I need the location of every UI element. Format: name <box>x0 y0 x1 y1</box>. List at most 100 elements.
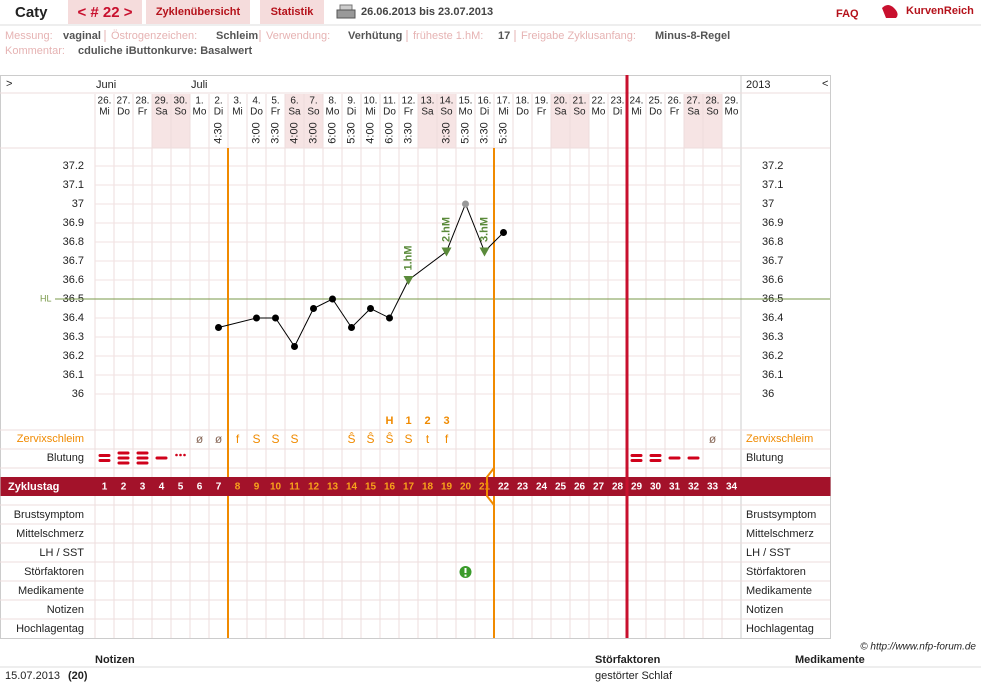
y2-tick-label: 36.4 <box>762 312 783 324</box>
bleeding-dash <box>117 456 130 460</box>
cycle-day: 24 <box>536 482 548 493</box>
notes-header: Notizen <box>95 654 135 666</box>
bleeding-dash <box>98 454 111 457</box>
cycle-day: 21 <box>479 482 491 493</box>
day-label: 17. <box>497 96 511 107</box>
bleeding-dash <box>136 451 149 455</box>
time-label: 3:30 <box>402 122 414 143</box>
y2-tick-label: 36.2 <box>762 350 783 362</box>
info-value: Schleim <box>216 30 258 42</box>
y-tick-label: 36.8 <box>63 236 84 248</box>
bleeding-dash <box>136 461 149 465</box>
cycle-day: 20 <box>460 482 472 493</box>
tab[interactable]: Statistik <box>271 6 315 18</box>
bleeding-mark <box>98 454 111 462</box>
bleeding-mark <box>687 456 700 460</box>
tab[interactable]: Zyklenübersicht <box>156 6 241 18</box>
cycle-day: 8 <box>235 482 241 493</box>
info-label: Messung: <box>5 30 53 42</box>
info-label: früheste 1.hM: <box>413 30 483 42</box>
info-label: Freigabe Zyklusanfang: <box>521 30 636 42</box>
bleeding-dot <box>179 453 182 457</box>
bleeding-mark <box>630 454 643 462</box>
y-tick-label: 37.1 <box>63 179 84 191</box>
info-label: Östrogenzeichen: <box>111 30 197 42</box>
cycle-label: Zyklustag <box>8 481 59 493</box>
cycle-day: 17 <box>403 482 415 493</box>
cycle-day: 19 <box>441 482 453 493</box>
day-label: 1. <box>195 96 203 107</box>
cycle-day: 29 <box>631 482 643 493</box>
tab-bg <box>260 0 324 24</box>
cycle-day: 10 <box>270 482 282 493</box>
temperature-point <box>215 324 222 331</box>
logo-icon <box>882 5 898 18</box>
weekend-shade <box>551 94 570 148</box>
weekday-label: Mi <box>498 107 509 118</box>
weekday-label: Mi <box>365 107 376 118</box>
day-label: 14. <box>440 96 454 107</box>
weekend-shade <box>684 94 703 148</box>
icon-bang <box>464 568 467 573</box>
day-label: 5. <box>271 96 279 107</box>
cycle-day: 23 <box>517 482 529 493</box>
notes-cell: gestörter Schlaf <box>595 670 673 682</box>
row-label: Notizen <box>746 604 783 616</box>
row-label: Mittelschmerz <box>16 528 84 540</box>
notes-header: Störfaktoren <box>595 654 661 666</box>
row-label: Störfaktoren <box>746 566 806 578</box>
weekday-label: Mo <box>459 107 473 118</box>
cycle-nav[interactable]: < # 22 > <box>77 4 132 21</box>
bleeding-dash <box>668 456 681 460</box>
cervix-sign: S <box>290 432 298 446</box>
print-icon[interactable] <box>336 4 356 19</box>
y2-tick-label: 37.1 <box>762 179 783 191</box>
day-label: 29. <box>725 96 739 107</box>
weekday-label: Di <box>613 107 622 118</box>
weekend-shade <box>152 94 171 148</box>
day-label: 27. <box>687 96 701 107</box>
y2-tick-label: 37.2 <box>762 160 783 172</box>
month-label: Juli <box>191 79 208 91</box>
day-label: 19. <box>535 96 549 107</box>
weekday-label: So <box>174 107 187 118</box>
time-label: 5:30 <box>497 122 509 143</box>
y2-tick-label: 36 <box>762 388 774 400</box>
time-label: 3:00 <box>307 122 319 143</box>
bleeding-mark <box>136 451 149 465</box>
weekend-shade <box>703 94 722 148</box>
weekday-label: Fr <box>404 107 414 118</box>
weekday-label: Di <box>347 107 356 118</box>
weekday-label: Mo <box>193 107 207 118</box>
day-label: 28. <box>706 96 720 107</box>
row-label: Blutung <box>47 452 84 464</box>
user-name: Caty <box>15 4 48 21</box>
day-label: 22. <box>592 96 606 107</box>
cycle-day: 26 <box>574 482 586 493</box>
time-label: 3:30 <box>269 122 281 143</box>
row-label: Hochlagentag <box>16 623 84 635</box>
temperature-point <box>272 314 279 322</box>
weekday-label: So <box>307 107 320 118</box>
cervix-sign: Ŝ <box>347 431 355 446</box>
y-tick-label: 36.2 <box>63 350 84 362</box>
faq-link[interactable]: FAQ <box>836 8 859 20</box>
y-tick-label: 36.6 <box>63 274 84 286</box>
y2-tick-label: 36.1 <box>762 369 783 381</box>
time-label: 4:30 <box>212 122 224 143</box>
peak-count: 1 <box>405 415 411 427</box>
high-marker <box>441 247 452 257</box>
day-label: 18. <box>516 96 530 107</box>
weekday-label: Sa <box>421 107 434 118</box>
info-value: 17 <box>498 30 510 42</box>
cervix-sign: t <box>426 432 430 446</box>
temperature-point <box>462 200 469 208</box>
y-tick-label: 36.4 <box>63 312 84 324</box>
time-label: 5:30 <box>345 122 357 143</box>
bleeding-dash <box>630 459 643 462</box>
logo[interactable]: KurvenReich <box>906 5 974 17</box>
cycle-day: 4 <box>159 482 165 493</box>
nav-right: < <box>822 78 828 90</box>
